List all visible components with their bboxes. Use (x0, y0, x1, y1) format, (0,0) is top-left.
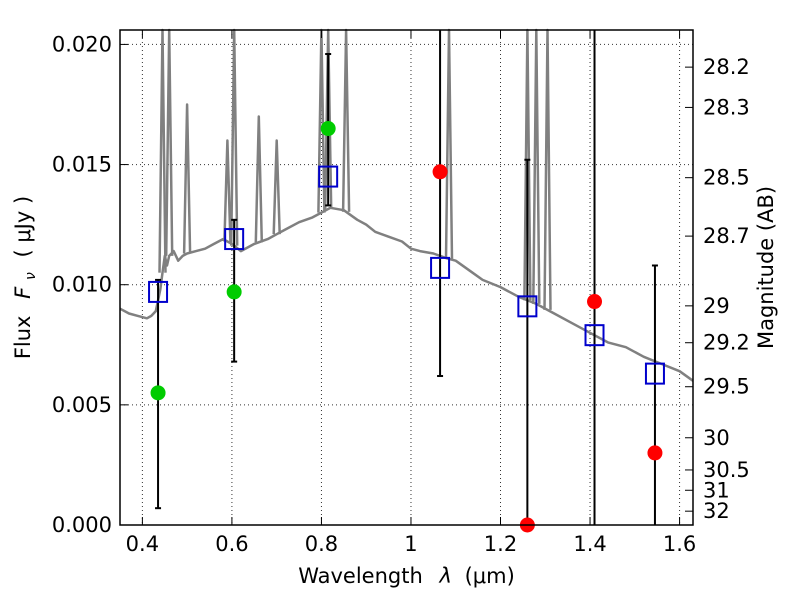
emission-line (532, 28, 541, 304)
emission-line (158, 28, 167, 273)
predicted-flux-marker (647, 445, 663, 461)
plot-frame (119, 29, 694, 526)
error-bars (155, 30, 658, 525)
magnitude-axis-label: Magnitude (AB) (754, 186, 778, 349)
magnitude-tick-label: 28.7 (703, 224, 750, 248)
data-points (148, 121, 665, 533)
x-axis: 0.4 0.6 0.8 1 1.2 1.4 1.6 (126, 30, 696, 556)
grid (120, 30, 693, 526)
magnitude-tick-label: 29 (703, 294, 730, 318)
emission-line (223, 139, 232, 242)
emission-line (444, 28, 454, 259)
y-axis-label-prefix: Flux (11, 316, 35, 360)
magnitude-tick-label: 32 (703, 499, 730, 523)
x-axis-label: Wavelength λ (μm) (298, 564, 515, 588)
y-tick-label: 0.020 (52, 32, 112, 56)
y-axis-label-unit: ( μJy ) (11, 196, 35, 258)
x-tick-label: 0.6 (215, 532, 248, 556)
model-spectrum-line (119, 206, 694, 382)
predicted-flux-marker (320, 121, 336, 137)
y-tick-label: 0.010 (52, 273, 112, 297)
magnitude-tick-label: 30.5 (703, 458, 750, 482)
model-spectrum (119, 28, 694, 382)
magnitude-tick-label: 29.2 (703, 331, 750, 355)
x-axis-label-prefix: Wavelength (298, 564, 423, 588)
emission-line (164, 28, 174, 256)
magnitude-tick-label: 28.2 (703, 55, 750, 79)
x-tick-label: 1.2 (484, 532, 517, 556)
predicted-flux-marker (150, 385, 166, 401)
predicted-flux-marker (226, 284, 242, 300)
x-tick-label: 0.8 (305, 532, 338, 556)
x-tick-label: 1.4 (573, 532, 606, 556)
emission-line (182, 103, 192, 254)
magnitude-tick-label: 28.5 (703, 166, 750, 190)
y-axis-label: Flux F ν ( μJy ) (11, 196, 40, 359)
predicted-flux-marker (432, 164, 448, 180)
observed-flux-marker (644, 362, 665, 385)
x-tick-label: 1 (404, 532, 417, 556)
y-axis-label-subscript: ν (23, 272, 39, 280)
observed-flux-marker (224, 228, 245, 251)
magnitude-tick-label: 31 (703, 478, 730, 502)
emission-line (341, 28, 351, 212)
y-axis: 0.000 0.005 0.010 0.015 0.020 (52, 32, 128, 537)
observed-flux-marker (318, 165, 339, 188)
emission-line (272, 139, 281, 235)
y-tick-label: 0.015 (52, 153, 112, 177)
observed-flux-marker (517, 295, 538, 318)
emission-line (254, 115, 264, 243)
observed-flux-marker (430, 256, 451, 279)
magnitude-tick-label: 29.5 (703, 375, 750, 399)
magnitude-tick-label: 30 (703, 426, 730, 450)
x-tick-label: 0.4 (126, 532, 159, 556)
y-axis-label-symbol: F (11, 286, 35, 299)
magnitude-tick-label: 28.3 (703, 95, 750, 119)
predicted-flux-marker (587, 294, 603, 310)
emission-line (543, 28, 552, 310)
x-tick-label: 1.6 (663, 532, 696, 556)
y-tick-label: 0.000 (52, 513, 112, 537)
x-axis-label-symbol: λ (438, 564, 451, 588)
observed-flux-marker (148, 280, 169, 303)
y-tick-label: 0.005 (52, 393, 112, 417)
observed-flux-marker (584, 324, 605, 347)
x-axis-label-unit: (μm) (465, 564, 515, 588)
